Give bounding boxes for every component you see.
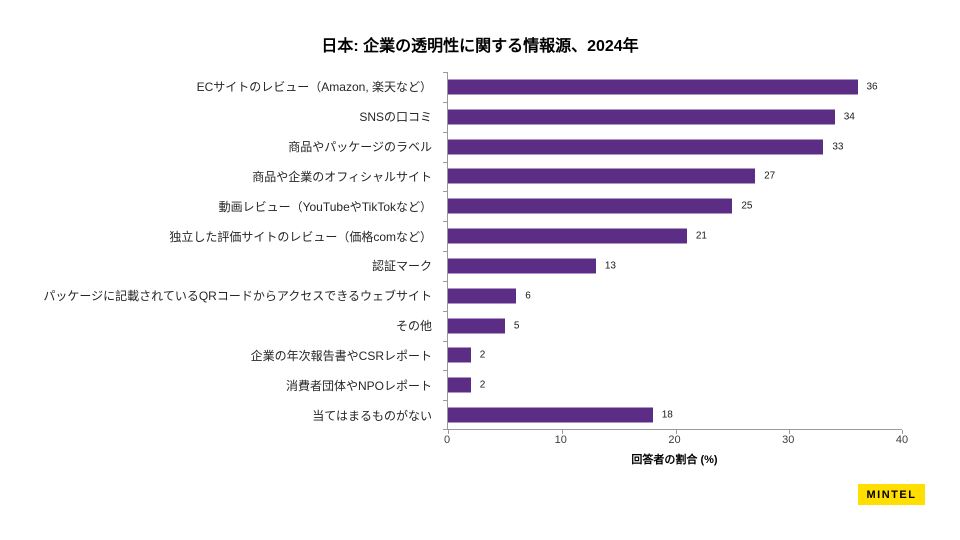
x-axis-tick-label: 40 xyxy=(895,434,909,446)
bar-row: 5 xyxy=(448,311,902,341)
bar xyxy=(448,109,835,125)
y-axis-tick xyxy=(443,340,448,342)
category-label: 独立した評価サイトのレビュー（価格comなど） xyxy=(169,229,432,244)
bar-value-label: 13 xyxy=(604,260,616,272)
category-label: 認証マーク xyxy=(371,259,432,274)
y-axis-tick xyxy=(443,191,448,193)
bar-value-label: 25 xyxy=(741,200,753,212)
category-label: パッケージに記載されているQRコードからアクセスできるウェブサイト xyxy=(43,289,432,304)
category-label: SNSの口コミ xyxy=(359,110,432,125)
bar-row: 34 xyxy=(448,102,902,132)
x-axis-tick xyxy=(675,430,677,434)
category-label: 商品やパッケージのラベル xyxy=(288,140,432,155)
bar-row: 6 xyxy=(448,281,902,311)
mintel-logo: MINTEL xyxy=(858,484,925,505)
bar-value-label: 2 xyxy=(479,349,486,361)
x-axis-tick-label: 0 xyxy=(443,434,451,446)
bar-row: 33 xyxy=(448,132,902,162)
x-axis-tick xyxy=(789,430,791,434)
chart-title: 日本: 企業の透明性に関する情報源、2024年 xyxy=(321,38,639,55)
y-axis-tick xyxy=(443,101,448,103)
bar xyxy=(448,258,596,274)
bar-row: 27 xyxy=(448,162,902,192)
x-axis-tick xyxy=(902,430,903,434)
x-axis-tick-label: 10 xyxy=(554,434,567,446)
y-axis-tick xyxy=(443,72,448,73)
bar xyxy=(448,79,858,95)
x-axis-tick-label: 20 xyxy=(668,434,681,446)
y-axis-tick xyxy=(443,310,448,312)
y-axis-tick xyxy=(443,280,448,282)
bar-row: 13 xyxy=(448,251,902,281)
bar-value-label: 27 xyxy=(764,170,776,182)
bar xyxy=(448,139,824,155)
bar xyxy=(448,347,471,363)
bar-row: 2 xyxy=(448,341,902,371)
bar xyxy=(448,407,653,423)
y-axis-tick xyxy=(443,400,448,402)
y-axis-tick xyxy=(443,370,448,372)
bar-row: 36 xyxy=(448,72,902,102)
bar xyxy=(448,288,517,304)
y-axis-tick xyxy=(443,131,448,133)
y-axis-tick xyxy=(443,161,448,163)
y-axis-tick xyxy=(443,251,448,252)
bar xyxy=(448,318,505,334)
bar-row: 21 xyxy=(448,221,902,251)
plot-area: 36 34 33 27 25 21 13 6 5 2 2 18 xyxy=(443,72,903,434)
bar-value-label: 18 xyxy=(661,409,673,421)
bar-value-label: 5 xyxy=(513,320,520,332)
x-axis-tick-label: 30 xyxy=(782,434,795,446)
y-axis-tick xyxy=(443,221,448,223)
category-label: 商品や企業のオフィシャルサイト xyxy=(252,169,432,184)
bar xyxy=(448,198,733,214)
bar-value-label: 34 xyxy=(843,111,855,123)
x-axis-tick xyxy=(561,430,563,434)
category-label: 当てはまるものがない xyxy=(312,408,432,423)
bar-value-label: 2 xyxy=(479,379,486,391)
y-axis-tick xyxy=(443,429,448,430)
bar-row: 18 xyxy=(448,400,902,430)
bar xyxy=(448,377,471,393)
category-label: 動画レビュー（YouTubeやTikTokなど） xyxy=(218,199,432,214)
bar-value-label: 36 xyxy=(866,81,878,93)
category-labels: ECサイトのレビュー（Amazon, 楽天など） SNSの口コミ商品やパッケージの… xyxy=(0,72,440,430)
bar-row: 25 xyxy=(448,191,902,221)
x-axis-tick xyxy=(448,430,449,434)
category-label: その他 xyxy=(395,319,432,334)
x-axis-title: 回答者の割合 (%) xyxy=(631,454,718,466)
bar-value-label: 21 xyxy=(695,230,707,242)
category-label: ECサイトのレビュー（Amazon, 楽天など） xyxy=(196,80,432,95)
bar xyxy=(448,228,687,244)
category-label: 消費者団体やNPOレポート xyxy=(285,378,432,393)
bar-row: 2 xyxy=(448,370,902,400)
category-label: 企業の年次報告書やCSRレポート xyxy=(250,348,432,363)
bar xyxy=(448,168,756,184)
bar-value-label: 33 xyxy=(832,141,844,153)
bar-value-label: 6 xyxy=(525,290,531,302)
